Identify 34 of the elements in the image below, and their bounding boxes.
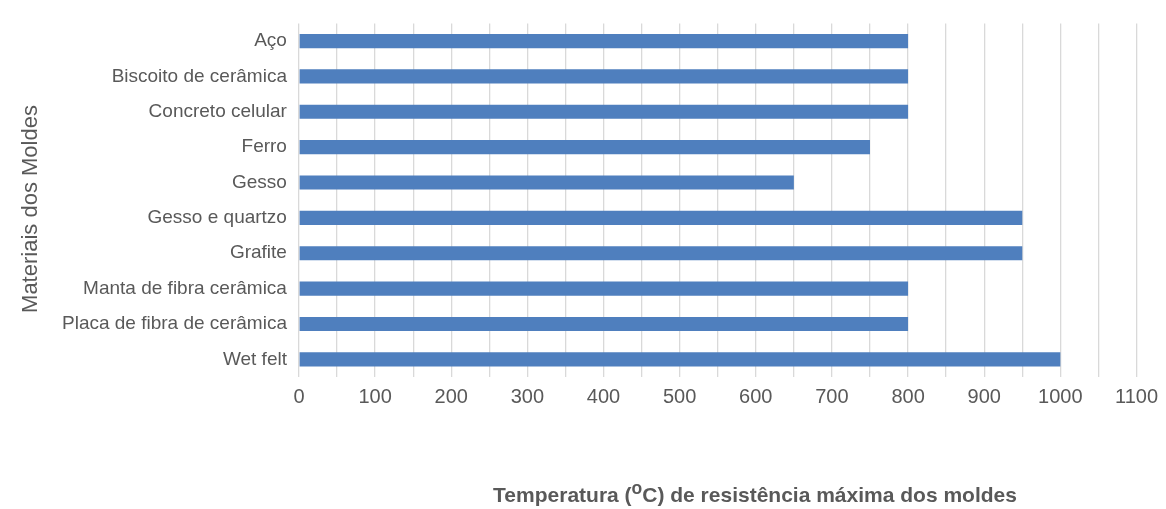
x-tick-label: 800	[891, 384, 925, 407]
x-tick-label: 200	[434, 384, 468, 407]
x-tick-label: 900	[967, 384, 1001, 407]
y-axis-title: Materiais dos Moldes	[17, 105, 43, 313]
bar	[299, 34, 909, 49]
y-tick-label: Aço	[254, 29, 287, 51]
bar	[299, 140, 870, 155]
y-tick-label: Ferro	[241, 135, 287, 157]
x-tick-label: 400	[586, 384, 621, 407]
x-tick-label: 1000	[1038, 384, 1083, 407]
y-tick-label: Gesso e quartzo	[147, 206, 287, 228]
bar	[299, 69, 909, 84]
y-tick-label: Concreto celular	[148, 100, 288, 122]
y-tick-label: Gesso	[232, 170, 287, 192]
bar	[299, 316, 909, 332]
x-tick-label: 300	[510, 384, 545, 407]
x-axis-title: Temperatura ($^{o}$C) de resistência máxima dos moldes	[492, 478, 1018, 507]
bar	[299, 281, 909, 296]
y-tick-label: Biscoito de cerâmica	[111, 64, 288, 86]
x-tick-label: 100	[358, 384, 392, 407]
y-tick-label: Manta de fibra cerâmica	[83, 276, 288, 298]
bar	[299, 352, 1061, 367]
y-tick-label: Wet felt	[222, 347, 288, 369]
bar	[299, 175, 794, 190]
bar	[299, 210, 1023, 225]
x-tick-label: 500	[662, 384, 697, 407]
bar	[299, 246, 1023, 261]
x-tick-label: 600	[739, 384, 773, 407]
y-tick-label: Placa de fibra de cerâmica	[61, 312, 288, 334]
bar	[299, 104, 909, 119]
y-tick-label: Grafite	[229, 241, 287, 263]
x-tick-label: 0	[293, 384, 305, 407]
x-tick-label: 1100	[1114, 384, 1158, 407]
x-tick-label: 700	[815, 384, 849, 407]
